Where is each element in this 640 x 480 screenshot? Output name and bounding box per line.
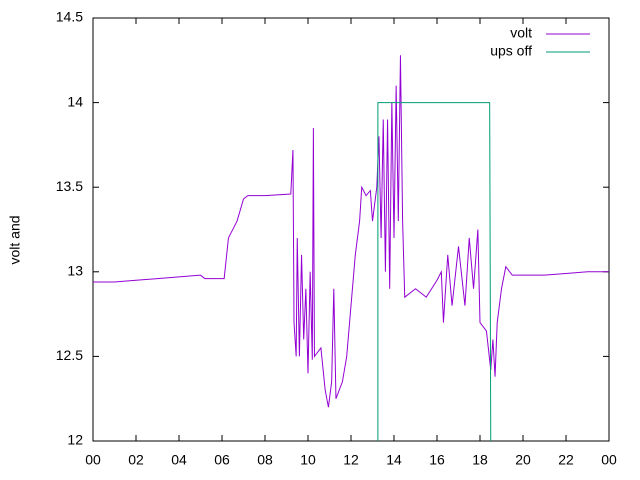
x-tick-label: 16 xyxy=(429,452,445,468)
legend-label: volt xyxy=(510,25,532,41)
series-line xyxy=(377,102,492,442)
x-tick-label: 12 xyxy=(343,452,359,468)
x-tick-label: 18 xyxy=(472,452,488,468)
x-tick-label: 20 xyxy=(515,452,531,468)
series-line xyxy=(93,55,609,408)
x-tick-label: 08 xyxy=(257,452,273,468)
y-axis-label: volt and xyxy=(7,215,23,264)
x-tick-label: 10 xyxy=(300,452,316,468)
x-tick-label: 02 xyxy=(128,452,144,468)
x-tick-label: 22 xyxy=(558,452,574,468)
x-tick-label: 04 xyxy=(171,452,187,468)
y-tick-label: 14 xyxy=(67,93,83,109)
x-tick-label: 00 xyxy=(601,452,617,468)
x-tick-label: 14 xyxy=(386,452,402,468)
y-tick-label: 12 xyxy=(67,432,83,448)
x-tick-label: 06 xyxy=(214,452,230,468)
x-tick-label: 00 xyxy=(85,452,101,468)
y-tick-label: 14.5 xyxy=(56,9,83,25)
plot-frame xyxy=(92,17,610,442)
y-tick-label: 13 xyxy=(67,263,83,279)
legend-label: ups off xyxy=(490,43,532,59)
y-tick-label: 12.5 xyxy=(56,347,83,363)
y-tick-label: 13.5 xyxy=(56,178,83,194)
